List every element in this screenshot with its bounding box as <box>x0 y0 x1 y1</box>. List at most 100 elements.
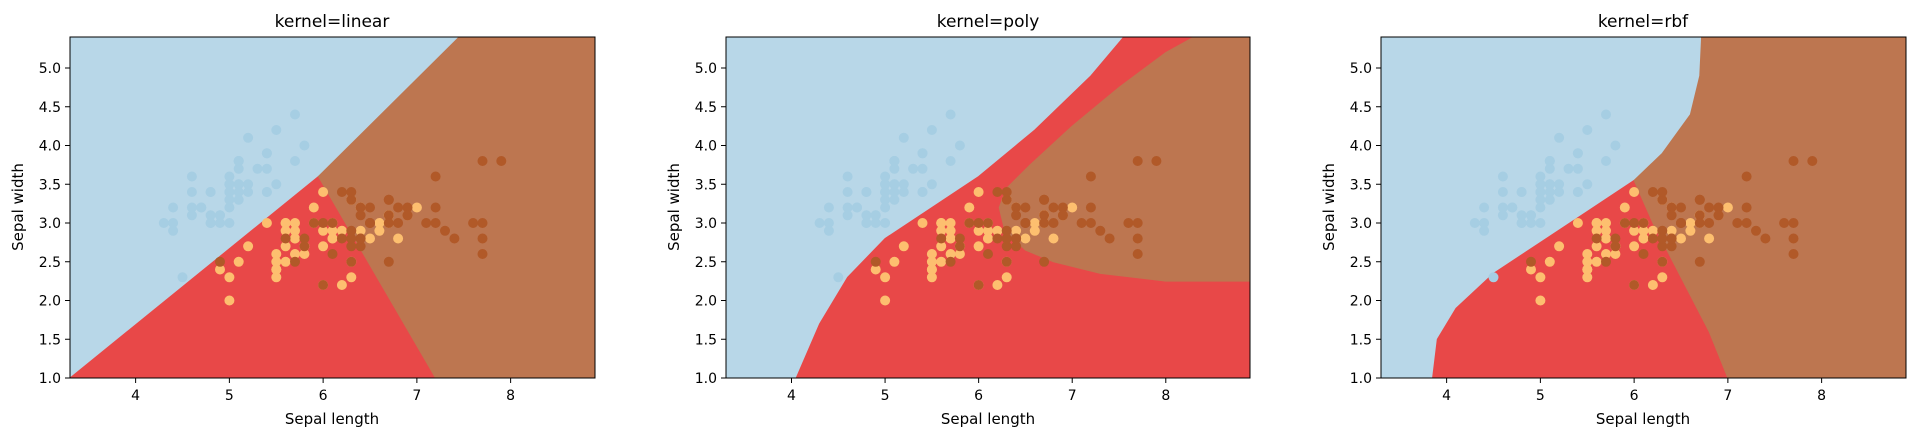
x-tick-label: 7 <box>412 388 421 404</box>
y-tick-label: 1.0 <box>39 371 61 387</box>
data-point-class-1 <box>1601 218 1611 228</box>
data-point-class-1 <box>1591 218 1602 228</box>
data-point-class-0 <box>233 156 244 166</box>
chart-title: kernel=linear <box>275 12 390 32</box>
data-point-class-0 <box>880 194 891 205</box>
data-point-class-0 <box>252 163 263 174</box>
data-point-class-1 <box>411 202 422 213</box>
data-point-class-2 <box>1085 171 1096 182</box>
plot-area <box>726 37 1250 378</box>
data-point-class-2 <box>327 249 338 259</box>
data-point-class-2 <box>327 218 338 228</box>
y-tick-label: 1.5 <box>1350 332 1372 348</box>
data-point-class-1 <box>299 249 310 259</box>
data-point-class-0 <box>1526 210 1536 221</box>
data-point-class-2 <box>393 218 404 228</box>
data-point-class-2 <box>1741 202 1752 213</box>
data-point-class-2 <box>1104 233 1115 244</box>
data-point-class-2 <box>365 202 375 213</box>
data-point-class-0 <box>945 156 956 166</box>
data-point-class-0 <box>243 179 254 190</box>
data-point-class-2 <box>973 280 984 290</box>
data-point-class-1 <box>1029 225 1040 236</box>
x-tick-label: 4 <box>131 388 140 404</box>
data-point-class-2 <box>383 256 394 267</box>
data-point-class-1 <box>1526 264 1536 275</box>
data-point-class-0 <box>842 210 853 221</box>
data-point-class-1 <box>308 202 319 213</box>
data-point-class-0 <box>1582 179 1593 190</box>
data-point-class-2 <box>1011 202 1022 213</box>
data-point-class-0 <box>1479 218 1490 228</box>
data-point-class-2 <box>430 218 441 228</box>
data-point-class-2 <box>1001 187 1012 197</box>
y-tick-label: 2.5 <box>1350 255 1372 271</box>
data-point-class-0 <box>1497 210 1508 221</box>
data-point-class-0 <box>917 187 928 197</box>
data-point-class-2 <box>1732 218 1743 228</box>
data-point-class-2 <box>1132 156 1143 166</box>
x-tick-label: 8 <box>1817 388 1826 404</box>
y-tick-label: 4.5 <box>1350 100 1372 116</box>
data-point-class-2 <box>1020 202 1031 213</box>
data-point-class-0 <box>205 187 216 197</box>
data-point-class-2 <box>430 171 441 182</box>
data-point-class-2 <box>973 218 984 228</box>
data-point-class-2 <box>1001 241 1012 252</box>
data-point-class-0 <box>224 194 235 205</box>
data-point-class-0 <box>1544 179 1555 190</box>
subplot-kernel-poly: kernel=poly Sepal length Sepal width 4 5 6… <box>665 12 1251 428</box>
data-point-class-0 <box>870 210 881 221</box>
y-tick-label: 4.0 <box>1350 139 1372 155</box>
data-point-class-1 <box>1629 225 1640 236</box>
data-point-class-0 <box>224 202 235 213</box>
data-point-class-0 <box>1516 187 1527 197</box>
data-point-class-1 <box>936 218 947 228</box>
data-point-class-1 <box>1619 202 1630 213</box>
data-point-class-0 <box>215 210 225 221</box>
data-point-class-0 <box>224 218 235 228</box>
data-point-class-1 <box>936 225 947 236</box>
data-point-class-2 <box>1048 202 1059 213</box>
data-point-class-1 <box>215 264 225 275</box>
data-point-class-0 <box>898 179 909 190</box>
data-point-class-2 <box>430 202 441 213</box>
data-point-class-2 <box>1132 249 1143 259</box>
data-point-class-0 <box>186 202 197 213</box>
data-point-class-2 <box>355 233 366 244</box>
data-point-class-2 <box>1741 171 1752 182</box>
data-point-class-0 <box>842 171 853 182</box>
data-point-class-2 <box>421 218 432 228</box>
data-point-class-2 <box>449 233 460 244</box>
data-point-class-1 <box>243 241 254 252</box>
data-point-class-1 <box>1535 272 1546 283</box>
x-tick-label: 4 <box>787 388 796 404</box>
data-point-class-2 <box>1694 210 1705 221</box>
data-point-class-0 <box>861 187 872 197</box>
data-point-class-1 <box>1048 233 1059 244</box>
data-point-class-2 <box>1741 218 1752 228</box>
data-point-class-1 <box>1011 225 1022 236</box>
data-point-class-0 <box>196 202 207 213</box>
data-point-class-1 <box>936 256 947 267</box>
data-point-class-2 <box>1039 256 1050 267</box>
data-point-class-0 <box>842 202 853 213</box>
data-point-class-2 <box>336 187 347 197</box>
data-point-class-2 <box>1039 194 1050 205</box>
data-point-class-2 <box>1601 256 1611 267</box>
data-point-class-0 <box>186 187 197 197</box>
data-point-class-2 <box>1001 194 1012 205</box>
y-tick-label: 3.0 <box>1350 216 1372 232</box>
data-point-class-1 <box>1591 241 1602 252</box>
data-point-class-1 <box>973 187 984 197</box>
data-point-class-1 <box>1601 225 1611 236</box>
data-point-class-0 <box>243 187 254 197</box>
y-tick-label: 5.0 <box>1350 61 1372 77</box>
data-point-class-0 <box>233 194 244 205</box>
data-point-class-2 <box>1151 156 1162 166</box>
data-point-class-2 <box>1694 194 1705 205</box>
data-point-class-2 <box>945 256 956 267</box>
data-point-class-2 <box>1788 156 1799 166</box>
data-point-class-0 <box>1572 187 1583 197</box>
data-point-class-2 <box>992 187 1003 197</box>
